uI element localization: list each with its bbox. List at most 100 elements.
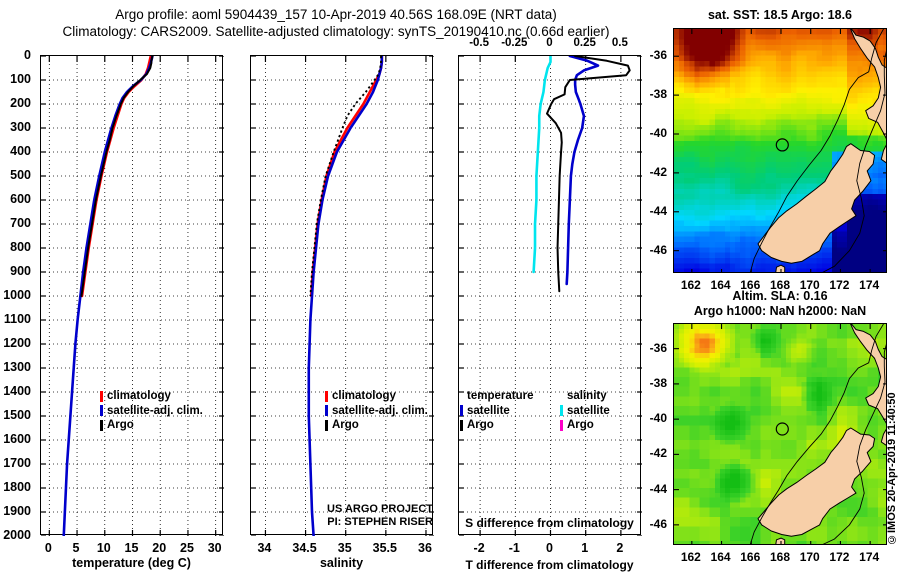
sla-lat-tick--40: -40 [649,411,667,426]
sla-lon-tick-168: 168 [769,550,791,564]
temperature-tick-20: 20 [152,541,167,555]
sla-lat-tick--46: -46 [649,516,667,531]
legend-column-2: salinity satellite Argo [560,389,638,433]
difference-profile-panel [458,55,642,536]
legend-header: temperature [467,390,534,402]
depth-tick-300: 300 [10,120,31,134]
legend-label: Argo [567,419,594,431]
depth-tick-1600: 1600 [3,432,31,446]
salinity-tick-35: 35 [337,541,352,555]
depth-tick-200: 200 [10,96,31,110]
title-line-2: Climatology: CARS2009. Satellite-adjuste… [62,24,610,39]
legend-swatch-climatology [325,390,328,402]
temperature-tick-5: 5 [72,541,80,555]
depth-tick-1700: 1700 [3,456,31,470]
depth-tick-700: 700 [10,216,31,230]
sst-lon-tick-166: 166 [740,278,761,292]
legend-swatch-satellite-adj-clim- [325,405,328,417]
sst-lat-tick--44: -44 [649,203,667,218]
legend-swatch-argo [460,419,463,431]
salinity-tick-34: 34 [257,541,272,555]
sla-lat-tick--38: -38 [649,375,667,390]
temperature-legend: climatology satellite-adj. clim. Argo [100,389,203,433]
depth-tick-2000: 2000 [3,528,31,542]
sst-lon-tick-172: 172 [829,278,850,292]
depth-tick-1900: 1900 [3,504,31,518]
depth-tick-800: 800 [10,240,31,254]
depth-tick-900: 900 [10,264,31,278]
temperature-axis-label: temperature (deg C) [72,556,191,570]
sst-lat-tick--38: -38 [649,87,667,102]
depth-tick-400: 400 [10,144,31,158]
salinity-plot-canvas [251,56,434,536]
depth-tick-500: 500 [10,168,31,182]
sst-lon-tick-164: 164 [710,278,731,292]
legend-item: climatology [100,389,203,404]
legend-item: satellite-adj. clim. [100,404,203,419]
depth-tick-1500: 1500 [3,408,31,422]
sla-lon-tick-164: 164 [710,550,731,564]
legend-swatch-argo [325,419,328,431]
salinity-legend: climatology satellite-adj. clim. Argo [325,389,428,433]
salinity-axis-label: salinity [319,556,364,570]
salinity-tick-36: 36 [418,541,432,555]
temperature-profile-panel [40,55,224,536]
legend-label: satellite-adj. clim. [332,404,428,417]
salinity-tick-34.5: 34.5 [292,541,317,555]
sla-map-title: Altim. SLA: 0.16 Argo h1000: NaN h2000: … [660,289,900,319]
sla-title-line-2: Argo h1000: NaN h2000: NaN [693,304,867,318]
salinity-profile-panel [250,55,434,536]
credit-line-1: US ARGO PROJECT [327,503,433,515]
s-diff-tick-0: 0 [546,37,553,49]
sla-title-line-1: Altim. SLA: 0.16 [732,289,828,303]
sla-lon-tick-172: 172 [829,550,850,564]
s-diff-tick--0.5: -0.5 [469,37,490,49]
legend-column-1: temperature satellite Argo [460,389,538,433]
legend-header: salinity [567,390,607,402]
legend-swatch-satellite [460,405,463,417]
depth-tick-1100: 1100 [3,312,31,326]
sla-map-canvas [674,324,886,544]
t-diff-tick-0: 0 [546,541,553,555]
sla-lat-tick--44: -44 [649,481,667,496]
temperature-tick-30: 30 [207,541,222,555]
depth-tick-1400: 1400 [3,384,31,398]
t-diff-tick-1: 1 [581,541,589,555]
temperature-tick-10: 10 [96,541,111,555]
legend-item: Argo [100,418,203,433]
legend-item: satellite [560,404,638,419]
depth-axis-labels: 0 100 200 300 400 500 600 700 800 900 1000 1100 1200… [0,0,36,580]
sst-lon-tick-168: 168 [769,278,791,292]
sst-map-title: sat. SST: 18.5 Argo: 18.6 [707,8,853,22]
legend-swatch-argo [560,419,563,431]
credit-line-2: PI: STEPHEN RISER [327,516,433,528]
sla-lon-tick-174: 174 [859,550,880,564]
sst-lat-tick--40: -40 [649,126,667,140]
sla-lon-tick-166: 166 [740,550,761,564]
legend-label: Argo [467,419,494,431]
depth-tick-600: 600 [10,192,31,206]
figure-title: Argo profile: aoml 5904439_157 10-Apr-20… [0,6,672,40]
depth-tick-100: 100 [10,72,31,86]
sst-lat-tick--42: -42 [649,164,667,179]
sst-map[interactable] [673,28,887,273]
s-diff-tick--0.25: -0.25 [501,37,528,49]
sla-lat-tick--36: -36 [649,340,667,355]
t-diff-tick-2: 2 [616,541,624,555]
difference-plot-canvas [459,56,642,536]
imos-credit: ©IMOS 20-Apr-2019 11:40:50 [886,392,898,545]
legend-item: Argo [460,418,538,433]
legend-swatch-argo [100,419,103,431]
sla-map[interactable] [673,323,887,545]
sst-lat-tick--36: -36 [649,48,667,63]
legend-swatch-satellite-adj-clim- [100,405,103,417]
temperature-tick-25: 25 [180,541,194,555]
salinity-tick-35.5: 35.5 [372,541,397,555]
t-diff-tick--1: -1 [508,541,520,555]
depth-tick-1200: 1200 [3,336,31,350]
title-line-1: Argo profile: aoml 5904439_157 10-Apr-20… [115,7,557,22]
sst-lon-tick-174: 174 [859,278,880,292]
s-diff-tick-0.5: 0.5 [611,37,628,49]
legend-label: Argo [332,419,359,431]
legend-swatch-satellite [560,405,563,417]
